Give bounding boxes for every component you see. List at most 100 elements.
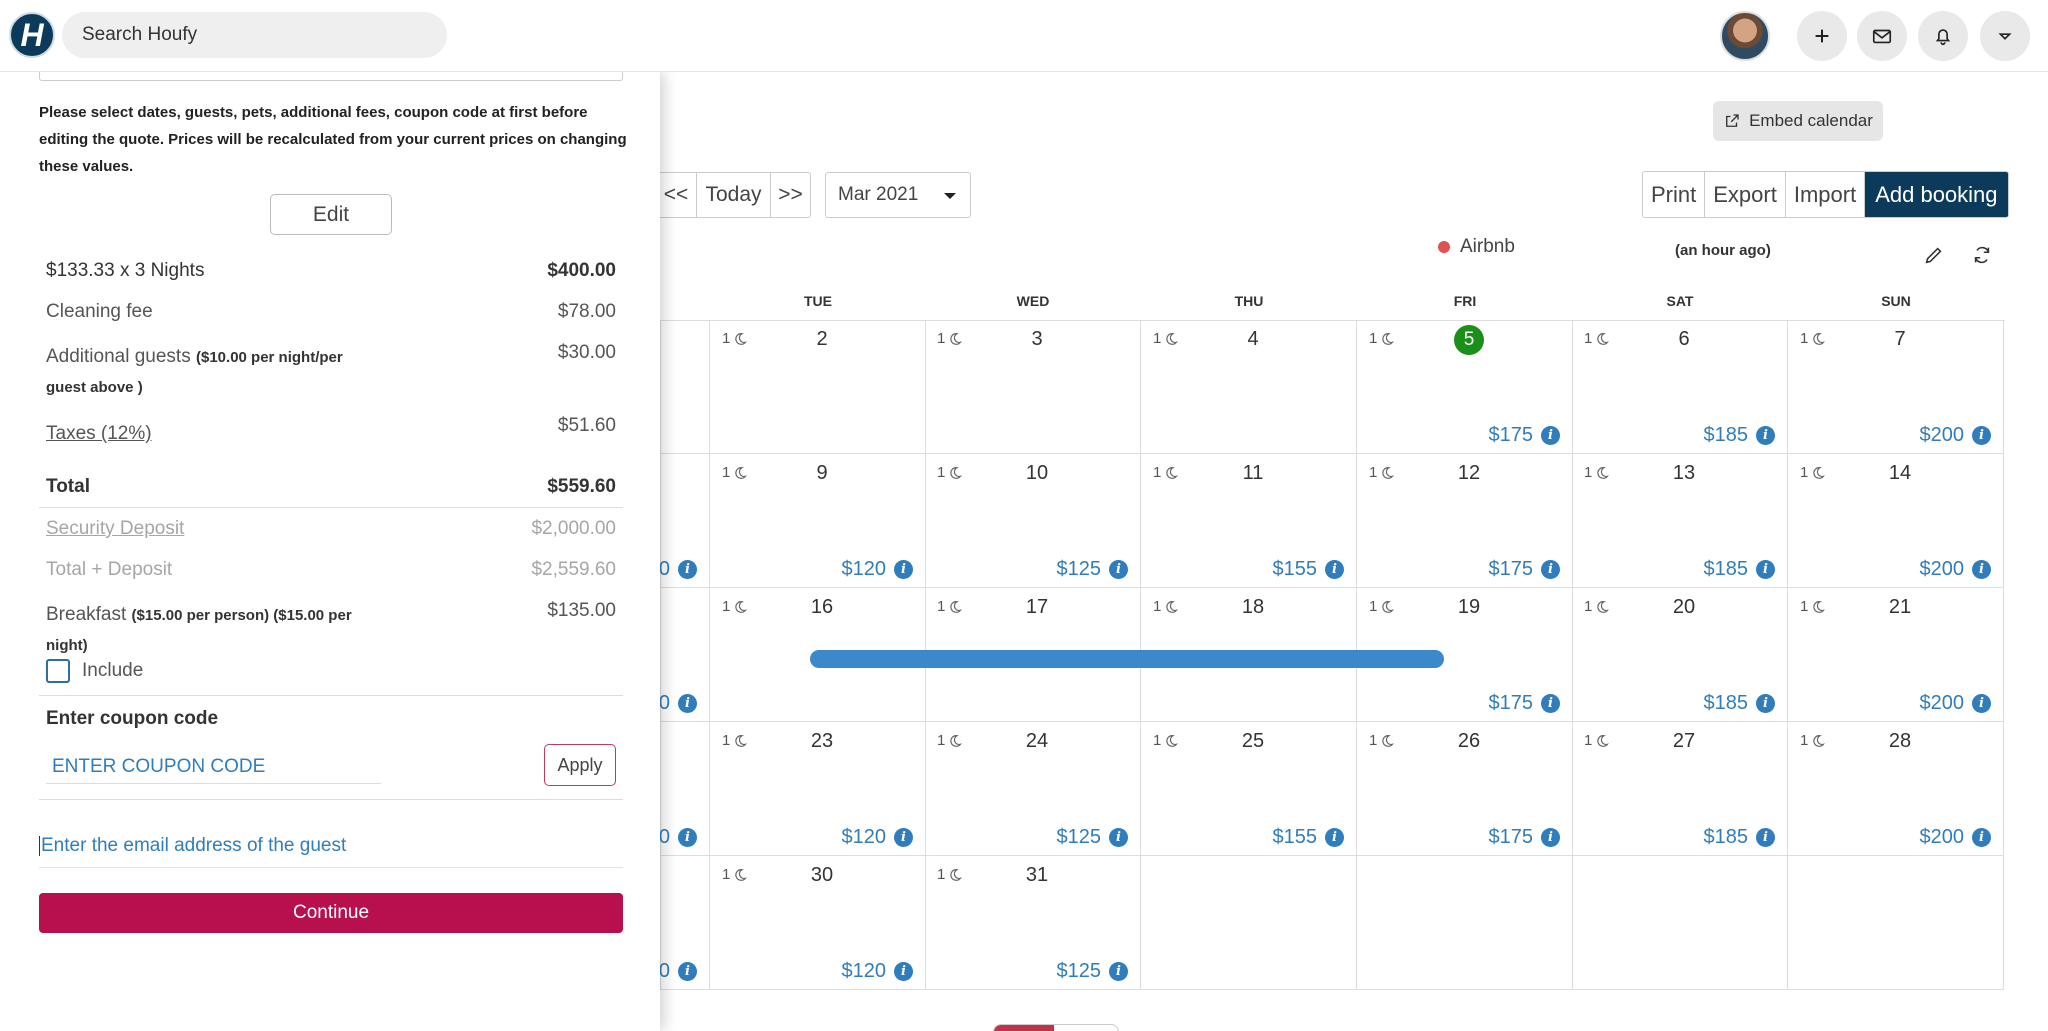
info-icon[interactable]: i [894, 962, 913, 981]
search-input[interactable]: Search Houfy [62, 12, 447, 58]
weekday-thu: THU [1234, 293, 1264, 309]
calendar-day-cell[interactable] [1357, 856, 1573, 990]
export-button[interactable]: Export [1704, 172, 1785, 217]
next-month-button[interactable]: >> [770, 173, 810, 217]
day-number: 9 [816, 462, 828, 484]
calendar-day-cell[interactable]: 1 6 $185 i [1572, 320, 1788, 454]
today-button[interactable]: Today [696, 173, 770, 217]
calendar-day-cell[interactable]: 1 31 $125 i [925, 856, 1141, 990]
calendar-day-cell[interactable]: 1 26 $175 i [1357, 722, 1573, 856]
info-icon[interactable]: i [1109, 962, 1128, 981]
info-icon[interactable]: i [1756, 426, 1775, 445]
min-nights: 1 [1369, 330, 1395, 347]
account-menu-button[interactable] [1980, 11, 2030, 61]
month-navigation: << Today >> [655, 172, 811, 218]
calendar-day-cell[interactable] [1788, 856, 2004, 990]
price-value: $200 [1919, 558, 1965, 580]
user-avatar[interactable] [1720, 11, 1770, 61]
calendar-day-cell[interactable]: 1 12 $175 i [1357, 454, 1573, 588]
calendar-day-cell[interactable]: 1 11 $155 i [1141, 454, 1357, 588]
min-nights-value: 1 [1584, 732, 1593, 749]
messages-button[interactable] [1857, 11, 1907, 61]
price-label: $200 i [1920, 424, 1991, 447]
refresh-icon[interactable] [1971, 244, 1993, 266]
calendar-day-cell[interactable]: 1 25 $155 i [1141, 722, 1357, 856]
info-icon[interactable]: i [678, 560, 697, 579]
info-icon[interactable]: i [1972, 560, 1991, 579]
pencil-icon[interactable] [1923, 244, 1945, 266]
info-icon[interactable]: i [894, 560, 913, 579]
breakfast-rate-2: night) [46, 637, 88, 654]
calendar-day-cell[interactable] [1572, 856, 1788, 990]
houfy-logo[interactable]: H [9, 12, 55, 58]
edit-quote-button[interactable]: Edit [270, 194, 392, 235]
calendar-day-cell[interactable]: 1 14 $200 i [1788, 454, 2004, 588]
min-nights: 1 [1800, 464, 1826, 481]
info-icon[interactable]: i [894, 828, 913, 847]
calendar-day-cell[interactable]: 1 10 $125 i [925, 454, 1141, 588]
calendar-day-cell[interactable]: 1 5 $175 i [1357, 320, 1573, 454]
nightly-amount: $400.00 [547, 260, 616, 281]
coupon-code-input[interactable]: ENTER COUPON CODE [46, 750, 381, 784]
info-icon[interactable]: i [1325, 560, 1344, 579]
print-button[interactable]: Print [1651, 181, 1697, 207]
info-icon[interactable]: i [1541, 560, 1560, 579]
calendar-day-cell[interactable]: 1 30 $120 i [710, 856, 926, 990]
calendar-day-cell[interactable] [1141, 856, 1357, 990]
embed-calendar-button[interactable]: Embed calendar [1713, 101, 1883, 141]
info-icon[interactable]: i [1756, 560, 1775, 579]
info-icon[interactable]: i [1325, 828, 1344, 847]
add-booking-button[interactable]: Add booking [1864, 172, 2008, 217]
price-value: $175 [1488, 424, 1534, 446]
calendar-day-cell[interactable]: 1 24 $125 i [925, 722, 1141, 856]
calendar-day-cell[interactable]: 1 19 $175 i [1357, 588, 1573, 722]
day-number: 18 [1241, 596, 1265, 618]
info-icon[interactable]: i [1109, 560, 1128, 579]
info-icon[interactable]: i [678, 828, 697, 847]
bottom-toggle[interactable] [993, 1024, 1119, 1031]
prev-month-button[interactable]: << [663, 183, 689, 206]
calendar-day-cell[interactable]: 1 28 $200 i [1788, 722, 2004, 856]
info-icon[interactable]: i [1972, 426, 1991, 445]
info-icon[interactable]: i [678, 962, 697, 981]
info-icon[interactable]: i [1541, 694, 1560, 713]
calendar-day-cell[interactable]: 1 13 $185 i [1572, 454, 1788, 588]
info-icon[interactable]: i [1109, 828, 1128, 847]
info-icon[interactable]: i [678, 694, 697, 713]
calendar-day-cell[interactable]: 1 9 $120 i [710, 454, 926, 588]
taxes-link[interactable]: Taxes (12%) [46, 423, 152, 444]
security-deposit-link[interactable]: Security Deposit [46, 518, 185, 539]
grid-left-border [660, 320, 661, 990]
airbnb-dot-icon [1438, 241, 1450, 253]
apply-coupon-button[interactable]: Apply [544, 744, 616, 786]
min-nights-value: 1 [1800, 330, 1809, 347]
calendar-day-cell[interactable]: 1 20 $185 i [1572, 588, 1788, 722]
min-nights-value: 1 [722, 732, 731, 749]
month-select-value: Mar 2021 [838, 184, 919, 205]
info-icon[interactable]: i [1541, 426, 1560, 445]
booking-bar[interactable] [810, 650, 1444, 668]
price-label: $155 i [1273, 826, 1344, 849]
calendar-day-cell[interactable]: 1 21 $200 i [1788, 588, 2004, 722]
info-icon[interactable]: i [1756, 828, 1775, 847]
notifications-button[interactable] [1918, 11, 1968, 61]
include-breakfast-checkbox[interactable] [46, 659, 70, 683]
min-nights-value: 1 [1369, 732, 1378, 749]
info-icon[interactable]: i [1972, 828, 1991, 847]
min-nights: 1 [1584, 330, 1610, 347]
calendar-day-cell[interactable]: 1 27 $185 i [1572, 722, 1788, 856]
info-icon[interactable]: i [1972, 694, 1991, 713]
calendar-day-cell[interactable]: 1 7 $200 i [1788, 320, 2004, 454]
month-select[interactable]: Mar 2021 [825, 172, 971, 218]
calendar-day-cell[interactable]: 1 23 $120 i [710, 722, 926, 856]
add-button[interactable] [1797, 11, 1847, 61]
min-nights: 1 [722, 598, 748, 615]
import-button[interactable]: Import [1784, 172, 1864, 217]
continue-button[interactable]: Continue [39, 893, 623, 933]
info-icon[interactable]: i [1541, 828, 1560, 847]
guest-email-input[interactable]: Enter the email address of the guest [39, 828, 623, 868]
info-icon[interactable]: i [1756, 694, 1775, 713]
